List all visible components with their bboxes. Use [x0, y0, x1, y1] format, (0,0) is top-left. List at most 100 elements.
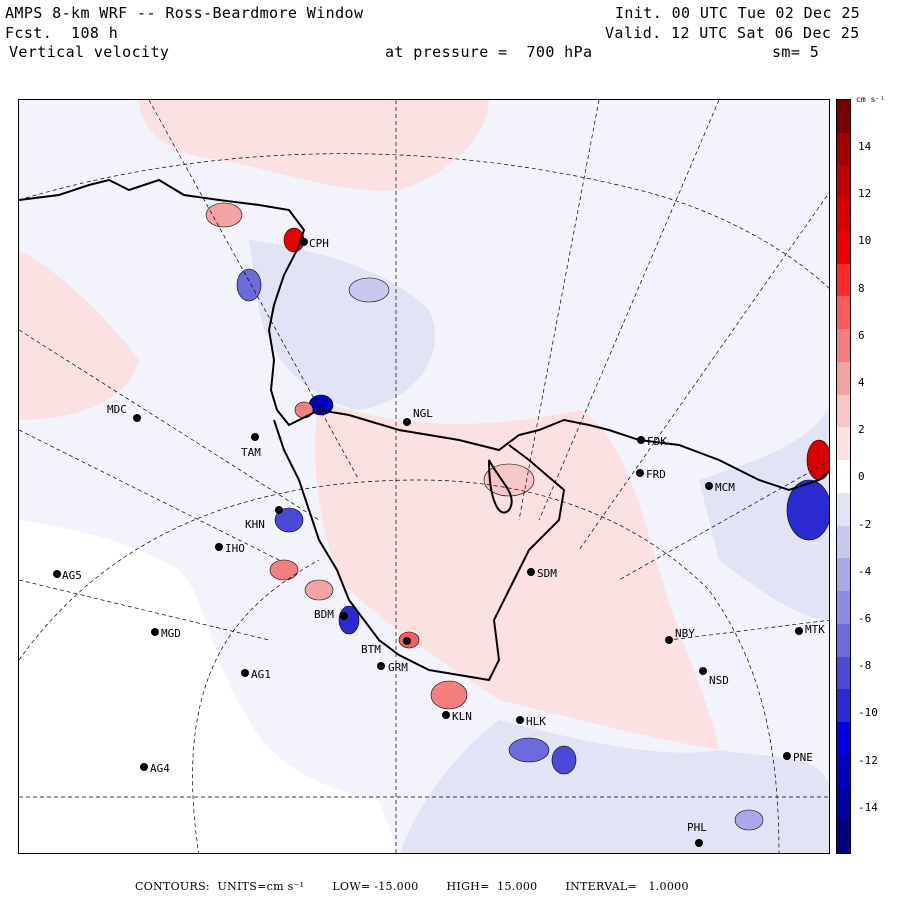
station-label: AG4: [150, 762, 170, 775]
coastline: [19, 178, 829, 682]
station-SDM: SDM: [527, 567, 557, 580]
station-CPH: CPH: [300, 237, 329, 250]
station-label: MDC: [107, 403, 127, 416]
station-MDC: MDC: [107, 403, 141, 422]
colorbar-units: cm s⁻¹: [856, 95, 885, 104]
colorbar-label: -8: [858, 659, 872, 673]
station-label: FRD: [646, 468, 666, 481]
station-HLK: HLK: [516, 715, 546, 728]
station-GRM: GRM: [377, 661, 408, 674]
colorbar-segment: [837, 198, 850, 232]
colorbar-segment: [837, 296, 850, 330]
colorbar-label: 4: [858, 376, 865, 389]
station-label: AG5: [62, 569, 82, 582]
colorbar-label: 10: [858, 234, 872, 248]
colorbar-segment: [837, 361, 850, 396]
valid-time: Valid. 12 UTC Sat 06 Dec 25: [605, 24, 860, 42]
colorbar-label: 14: [858, 140, 872, 153]
station-label: KLN: [452, 710, 472, 723]
station-label: PNE: [793, 751, 813, 764]
station-NGL: NGL: [403, 407, 433, 426]
station-label: MCM: [715, 481, 735, 494]
init-time: Init. 00 UTC Tue 02 Dec 25: [615, 4, 861, 22]
southern-negative-area: [399, 720, 829, 853]
station-MGD: MGD: [151, 627, 181, 640]
colorbar-segment: [837, 787, 850, 821]
station-AG5: AG5: [53, 569, 82, 582]
pressure-level: at pressure = 700 hPa: [385, 43, 593, 61]
station-IHO: IHO: [215, 542, 245, 555]
station-FDK: FDK: [637, 435, 667, 448]
station-PNE: PNE: [783, 751, 813, 764]
station-label: BDM: [314, 608, 334, 621]
colorbar-segment: [837, 656, 850, 690]
colorbar-label: -10: [858, 706, 878, 720]
station-MTK: MTK: [795, 623, 825, 636]
colorbar-segment: [837, 623, 850, 658]
map-panel: CPH MDC NGL FDK FRD MCM TAM KHN IHO AG5 …: [18, 99, 830, 854]
smoothing-value: sm= 5: [772, 43, 820, 61]
colorbar-segment: [837, 591, 850, 625]
station-label: PHL: [687, 821, 707, 834]
contour-info: CONTOURS: UNITS=cm s⁻¹ LOW= -15.000 HIGH= …: [135, 880, 717, 893]
station-label: NBY: [675, 627, 695, 640]
colorbar-label: 12: [858, 187, 872, 201]
station-label: BTM: [361, 643, 381, 656]
contour-interval: INTERVAL= 1.0000: [565, 880, 689, 893]
station-label: CPH: [309, 237, 329, 250]
map-title: AMPS 8-km WRF -- Ross-Beardmore Window: [5, 4, 364, 22]
colorbar-segment: [837, 230, 850, 265]
station-KHN: KHN: [245, 506, 283, 531]
station-label: NGL: [413, 407, 433, 420]
station-label: HLK: [526, 715, 546, 728]
colorbar-segment: [837, 525, 850, 559]
contour-high: HIGH= 15.000: [446, 880, 538, 893]
field-name: Vertical velocity: [9, 43, 170, 61]
station-label: NSD: [709, 674, 729, 687]
station-label: TAM: [241, 446, 261, 459]
station-label: AG1: [251, 668, 271, 681]
station-label: IHO: [225, 542, 245, 555]
colorbar-label: 6: [858, 328, 865, 342]
colorbar-segment: [837, 165, 850, 199]
colorbar-label: -6: [858, 612, 872, 625]
colorbar-label: 0: [858, 470, 865, 484]
colorbar-segment: [837, 754, 850, 789]
colorbar-segment: [837, 558, 850, 592]
station-TAM: TAM: [241, 433, 261, 459]
colorbar-segment: [837, 263, 850, 297]
station-NSD: NSD: [699, 667, 729, 687]
station-NBY: NBY: [665, 627, 695, 644]
station-AG1: AG1: [241, 668, 271, 681]
colorbar-segment: [837, 689, 850, 723]
station-BDM: BDM: [314, 608, 348, 621]
colorbar-label: -2: [858, 517, 872, 531]
station-MCM: MCM: [705, 481, 735, 494]
station-FRD: FRD: [636, 468, 666, 481]
plateau-white-area: [19, 520, 399, 853]
station-BTM: BTM: [361, 637, 411, 656]
station-label: GRM: [388, 661, 408, 674]
contour-low: LOW= -15.000: [332, 880, 419, 893]
northern-positive-area: [139, 100, 489, 191]
colorbar-segment: [837, 427, 850, 461]
station-label: MGD: [161, 627, 181, 640]
colorbar-label: -14: [858, 800, 878, 814]
stations-layer: CPH MDC NGL FDK FRD MCM TAM KHN IHO AG5 …: [53, 237, 825, 847]
colorbar-segment: [837, 722, 850, 756]
colorbar-label: -12: [858, 753, 878, 767]
forecast-hour: Fcst. 108 h: [5, 24, 119, 42]
colorbar-segment: [837, 100, 850, 134]
station-KLN: KLN: [442, 710, 472, 723]
contour-units: CONTOURS: UNITS=cm s⁻¹: [135, 880, 305, 893]
station-AG4: AG4: [140, 762, 170, 775]
colorbar-label: 8: [858, 281, 865, 295]
colorbar-segment: [837, 132, 850, 166]
station-label: FDK: [647, 435, 667, 448]
northwest-positive-area: [19, 250, 139, 420]
colorbar: [836, 99, 851, 854]
colorbar-segment: [837, 820, 850, 854]
station-label: MTK: [805, 623, 825, 636]
station-label: SDM: [537, 567, 557, 580]
colorbar-segment: [837, 492, 850, 527]
